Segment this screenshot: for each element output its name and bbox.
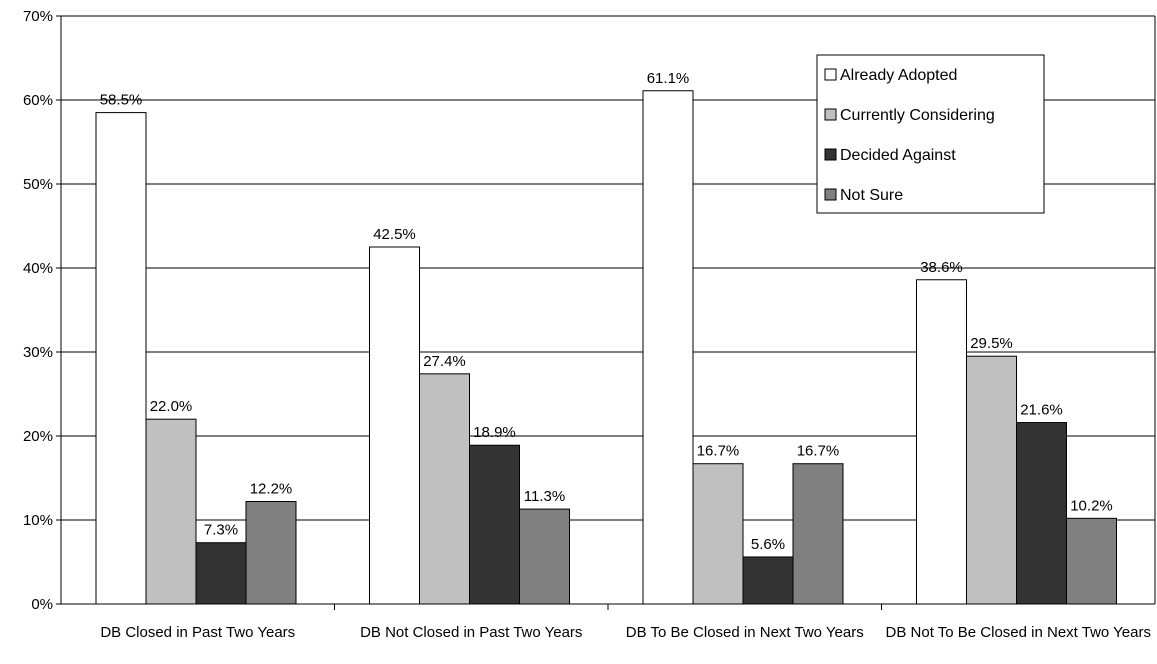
data-label: 22.0% [150,398,193,415]
legend-swatch [824,148,837,161]
x-category-label: DB To Be Closed in Next Two Years [626,624,864,641]
bar [195,542,247,605]
data-label: 27.4% [423,353,466,370]
bars-group [95,90,1117,605]
y-tick-label: 30% [23,344,53,361]
bar [245,501,297,605]
bar [742,556,794,605]
x-axis-categories: DB Closed in Past Two Years DB Not Closed… [100,624,1151,641]
data-labels: 58.5% 42.5% 61.1% 38.6% 22.0% 27.4% 16.7% 29.5%… [100,70,1113,553]
data-label: 12.2% [250,481,293,498]
y-tick-label: 10% [23,512,53,529]
bar [792,463,844,605]
legend-swatch [824,108,837,121]
data-label: 10.2% [1070,497,1113,514]
bar [519,508,570,605]
bar [469,444,520,605]
x-category-label: DB Not To Be Closed in Next Two Years [886,624,1151,641]
data-label: 38.6% [920,259,963,276]
legend-label: Decided Against [840,147,956,164]
legend-box [816,54,1045,214]
data-label: 42.5% [373,226,416,243]
bar [1066,517,1117,605]
y-tick-label: 40% [23,260,53,277]
y-axis-ticks: 0% 10% 20% 30% 40% 50% 60% 70% [23,8,882,613]
data-label: 61.1% [647,70,690,87]
bar [145,418,197,605]
data-label: 21.6% [1020,402,1063,419]
bar [419,373,470,605]
y-tick-label: 50% [23,176,53,193]
legend-swatch [824,68,837,81]
data-label: 29.5% [970,335,1013,352]
bar [642,90,694,605]
data-label: 16.7% [697,443,740,460]
y-tick-label: 60% [23,92,53,109]
data-label: 18.9% [473,424,516,441]
legend-swatch [824,188,837,201]
y-tick-label: 0% [31,596,53,613]
x-category-label: DB Not Closed in Past Two Years [360,624,582,641]
legend: Already Adopted Currently Considering Deci… [816,54,1045,214]
y-tick-label: 70% [23,8,53,25]
data-label: 7.3% [204,522,238,539]
bar [369,246,420,605]
gridlines [61,15,1155,521]
y-tick-label: 20% [23,428,53,445]
bar [95,112,147,605]
bar [966,355,1017,605]
legend-label: Not Sure [840,187,903,204]
x-category-label: DB Closed in Past Two Years [100,624,295,641]
data-label: 16.7% [797,443,840,460]
legend-label: Currently Considering [840,107,995,124]
bar [1016,422,1067,605]
bar [916,279,967,605]
bar [692,463,744,605]
data-label: 11.3% [524,488,565,505]
legend-label: Already Adopted [840,67,957,84]
data-label: 58.5% [100,92,143,109]
data-label: 5.6% [751,536,785,553]
